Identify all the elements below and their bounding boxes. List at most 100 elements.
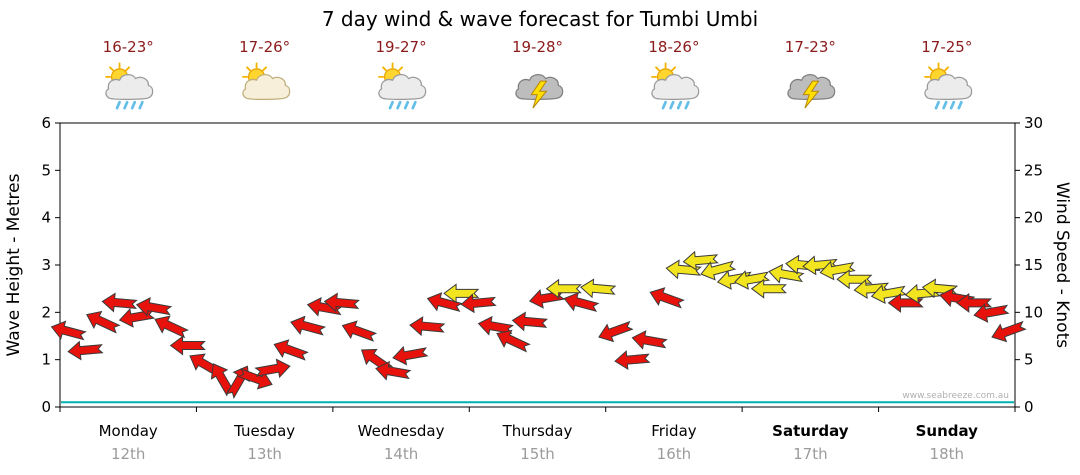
- weather-icon-sun-cloud-rain: [101, 60, 155, 114]
- wind-arrow: [750, 278, 787, 299]
- cloud-icon: [924, 74, 973, 100]
- wind-arrow: [496, 329, 531, 353]
- right-tick-label: 30: [1024, 114, 1043, 132]
- weather-icon-storm: [511, 60, 565, 114]
- wind-arrow: [649, 287, 685, 309]
- wind-arrow: [443, 283, 480, 304]
- left-tick-label: 5: [41, 161, 51, 179]
- wind-arrow: [598, 320, 634, 343]
- wind-arrow: [665, 259, 702, 280]
- day-label-friday: Friday: [651, 422, 697, 440]
- lightning-icon: [802, 80, 820, 109]
- date-label-12th: 12th: [111, 445, 145, 463]
- left-tick-label: 6: [41, 114, 51, 132]
- wind-arrow: [563, 292, 600, 312]
- right-tick-label: 25: [1024, 161, 1043, 179]
- wind-arrow: [631, 330, 668, 350]
- raindrops-icon: [388, 100, 417, 110]
- wind-arrow: [614, 350, 651, 371]
- lightning-icon: [529, 80, 547, 109]
- day-label-sunday: Sunday: [916, 422, 979, 440]
- date-label-18th: 18th: [930, 445, 964, 463]
- wind-arrow: [802, 255, 839, 276]
- wind-arrow: [991, 320, 1027, 343]
- wind-arrow: [86, 310, 121, 334]
- day-label-thursday: Thursday: [502, 422, 573, 440]
- left-tick-label: 2: [41, 303, 51, 321]
- wind-arrow: [973, 303, 1010, 323]
- right-tick-label: 20: [1024, 209, 1043, 227]
- day-temp-sunday: 17-25°: [921, 38, 973, 56]
- right-tick-label: 0: [1024, 398, 1034, 416]
- day-temp-saturday: 17-23°: [784, 38, 836, 56]
- wind-arrow: [734, 270, 771, 290]
- day-label-wednesday: Wednesday: [358, 422, 445, 440]
- day-temp-thursday: 19-28°: [511, 38, 564, 56]
- wind-arrow: [870, 284, 908, 305]
- weather-icon-storm: [783, 60, 837, 114]
- wind-arrow: [323, 292, 361, 313]
- wind-arrow: [887, 292, 924, 313]
- weather-icon-sun-cloud: [238, 60, 292, 114]
- date-label-15th: 15th: [520, 445, 554, 463]
- wind-arrow: [254, 358, 291, 379]
- wind-arrow: [306, 296, 344, 317]
- cloud-icon: [241, 74, 290, 100]
- chart-title: 7 day wind & wave forecast for Tumbi Umb…: [321, 7, 759, 31]
- raindrops-icon: [934, 100, 963, 110]
- wind-arrow: [511, 311, 549, 332]
- right-tick-label: 5: [1024, 351, 1034, 369]
- wind-arrow: [392, 345, 429, 366]
- date-label-14th: 14th: [384, 445, 418, 463]
- cloud-icon: [378, 74, 427, 100]
- wind-arrow: [341, 320, 378, 342]
- wind-arrow: [477, 315, 515, 336]
- wind-arrow: [154, 315, 189, 339]
- wind-arrow: [426, 292, 463, 312]
- left-tick-label: 0: [41, 398, 51, 416]
- day-label-tuesday: Tuesday: [233, 422, 295, 440]
- day-label-saturday: Saturday: [772, 422, 849, 440]
- date-label-17th: 17th: [793, 445, 827, 463]
- watermark: www.seabreeze.com.au: [902, 391, 1009, 401]
- wind-arrow: [169, 335, 206, 356]
- day-label-monday: Monday: [99, 422, 158, 440]
- wind-arrow: [273, 339, 309, 361]
- weather-icon-sun-cloud-rain: [374, 60, 428, 114]
- wind-arrow: [682, 250, 719, 271]
- wind-arrow: [460, 293, 497, 314]
- wind-arrow: [375, 360, 412, 381]
- wind-arrow: [768, 263, 805, 284]
- wind-arrow: [67, 340, 104, 361]
- left-tick-label: 1: [41, 351, 51, 369]
- raindrops-icon: [661, 100, 690, 110]
- date-label-13th: 13th: [247, 445, 281, 463]
- wind-arrow: [101, 292, 138, 313]
- wind-arrow: [819, 260, 856, 281]
- wind-arrow: [290, 315, 327, 336]
- day-temp-tuesday: 17-26°: [239, 38, 291, 56]
- left-tick-label: 4: [41, 209, 51, 227]
- wind-arrow: [580, 278, 617, 299]
- wind-arrow: [545, 278, 582, 299]
- wind-arrow: [853, 279, 890, 300]
- raindrops-icon: [115, 100, 144, 110]
- date-label-16th: 16th: [657, 445, 691, 463]
- weather-icon-sun-cloud-rain: [647, 60, 701, 114]
- cloud-icon: [651, 74, 700, 100]
- wind-arrow: [409, 316, 446, 337]
- wind-arrow: [955, 292, 993, 313]
- day-temp-monday: 16-23°: [102, 38, 154, 56]
- wind-arrow: [50, 320, 87, 341]
- right-tick-label: 15: [1024, 256, 1043, 274]
- plot-area: [59, 122, 1016, 408]
- wind-arrow: [700, 260, 737, 281]
- right-tick-label: 10: [1024, 303, 1043, 321]
- left-tick-label: 3: [41, 256, 51, 274]
- cloud-icon: [105, 74, 154, 100]
- wind-arrow: [836, 269, 873, 290]
- day-temp-wednesday: 19-27°: [375, 38, 427, 56]
- weather-icon-sun-cloud-rain: [920, 60, 974, 114]
